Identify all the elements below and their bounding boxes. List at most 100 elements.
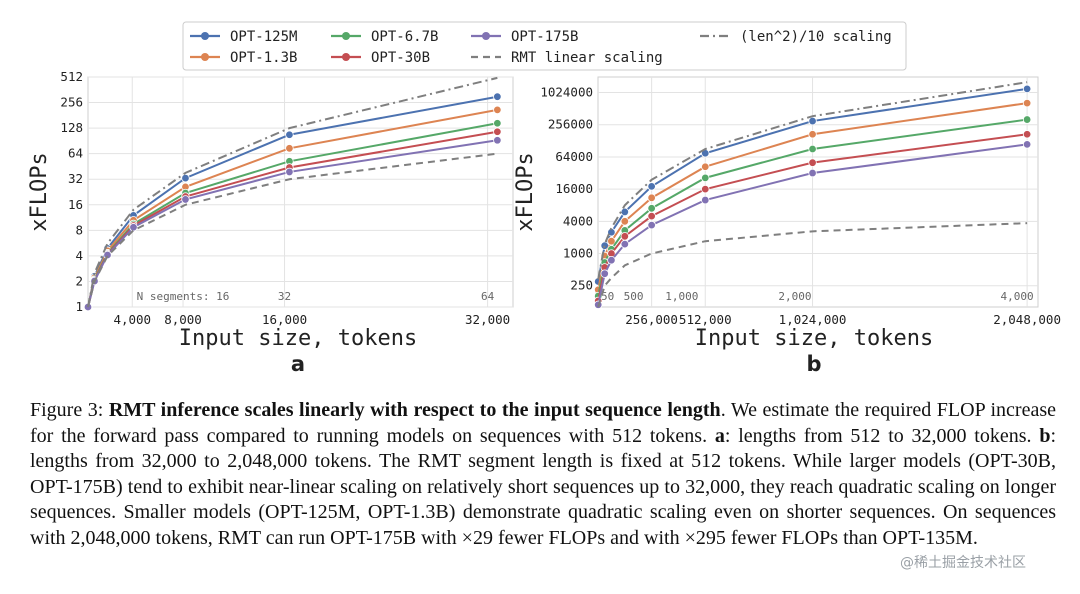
ytick-label: 8 [75, 222, 83, 237]
ytick-label: 1000 [563, 246, 593, 261]
ytick-label: 128 [60, 120, 83, 135]
data-point [607, 256, 616, 265]
legend-marker [201, 53, 209, 61]
data-point [1022, 98, 1032, 108]
data-point [607, 237, 616, 246]
data-point [181, 195, 190, 204]
panel-b-xlabel: Input size, tokens [695, 326, 933, 351]
legend-label: OPT-175B [511, 29, 578, 45]
segment-annotation: 500 [624, 290, 644, 303]
panel-b-ylabel: xFLOPs [513, 152, 538, 231]
legend-marker [342, 53, 350, 61]
data-point [1022, 140, 1032, 149]
segment-annotation: 2,000 [778, 290, 811, 303]
legend-label: OPT-1.3B [230, 50, 297, 66]
ytick-label: 4000 [563, 213, 593, 228]
series-len-2-10-scaling [87, 76, 498, 308]
series-rmt-linear-scaling [87, 152, 498, 308]
legend-item-opt-6-7b: OPT-6.7B [331, 29, 438, 45]
panel-b-label: b [806, 352, 821, 376]
ytick-label: 256000 [548, 117, 593, 132]
panel-b-plot-area [597, 76, 1039, 308]
ytick-label: 2 [75, 273, 83, 288]
panel-a-label: a [291, 352, 305, 376]
data-point [1022, 130, 1032, 139]
series-opt-1-3b [594, 98, 1032, 294]
panel-a-ylabel: xFLOPs [27, 152, 52, 231]
data-point [285, 144, 294, 153]
legend-label: OPT-30B [371, 50, 430, 66]
legend-item-rmt-linear-scaling: RMT linear scaling [471, 50, 663, 66]
series-line [87, 152, 498, 308]
legend-item-opt-125m: OPT-125M [190, 29, 297, 45]
legend-item-len-2-10-scaling: (len^2)/10 scaling [700, 29, 892, 45]
xtick-label: 32,000 [465, 312, 510, 327]
legend-marker [342, 32, 350, 40]
data-point [647, 220, 656, 230]
xtick-label: 256,000 [625, 312, 678, 327]
ytick-label: 1 [75, 299, 83, 314]
legend-item-opt-1-3b: OPT-1.3B [190, 50, 297, 66]
data-point [1022, 115, 1032, 124]
ytick-label: 64000 [555, 149, 593, 164]
data-point [103, 250, 112, 260]
ytick-label: 250 [570, 278, 593, 293]
xtick-label: 512,000 [679, 312, 732, 327]
data-point [620, 239, 630, 249]
series-line [87, 76, 498, 308]
data-point [600, 269, 609, 278]
data-point [1022, 84, 1032, 94]
data-point [285, 167, 294, 177]
data-point [620, 232, 630, 241]
data-point [701, 184, 710, 194]
data-point [493, 136, 502, 145]
xtick-label: 8,000 [164, 312, 202, 327]
caption-b-label: b [1039, 424, 1051, 447]
data-point [620, 207, 630, 217]
segment-annotation: 64 [481, 290, 495, 303]
panel-a-xlabel: Input size, tokens [179, 326, 417, 351]
caption-title: RMT inference scales linearly with respe… [108, 399, 721, 421]
legend-label: OPT-6.7B [371, 29, 438, 45]
legend-marker [482, 32, 490, 40]
ytick-label: 1024000 [540, 85, 593, 100]
data-point [493, 92, 502, 101]
legend-label: (len^2)/10 scaling [740, 29, 892, 45]
caption-figure-label: Figure 3: [30, 399, 104, 421]
caption-part2: : lengths from 512 to 32,000 tokens. [724, 424, 1040, 447]
xtick-label: 16,000 [262, 312, 307, 327]
caption-part1: . We estimate the required FLOP increase… [30, 399, 1056, 447]
series-rmt-linear-scaling [597, 222, 1028, 308]
series-line [597, 81, 1028, 280]
xtick-label: 4,000 [113, 312, 151, 327]
caption-a-label: a [714, 424, 725, 447]
legend-item-opt-175b: OPT-175B [471, 29, 578, 45]
data-point [701, 162, 710, 171]
data-point [647, 204, 656, 213]
data-point [620, 217, 630, 226]
watermark: @稀土掘金技术社区 [900, 555, 1026, 571]
ytick-label: 16 [68, 197, 83, 212]
legend-label: OPT-125M [230, 29, 297, 45]
data-point [181, 173, 190, 183]
data-point [129, 223, 138, 232]
panel-a-plot-area [87, 76, 514, 308]
data-point [808, 116, 817, 126]
data-point [647, 193, 656, 203]
panel-b: 250 500 1,000 2,000 4,000 250100040001600064… [513, 76, 1061, 376]
legend-frame [182, 21, 907, 71]
ytick-label: 256 [60, 95, 83, 110]
ytick-label: 64 [68, 146, 83, 161]
segment-annotation: N segments: 16 [137, 290, 230, 303]
segment-annotation: 4,000 [1000, 290, 1033, 303]
data-point [493, 119, 502, 128]
segment-annotation: 32 [278, 290, 291, 303]
data-point [647, 211, 656, 221]
data-point [701, 195, 710, 205]
data-point [808, 158, 817, 167]
data-point [285, 130, 294, 139]
xtick-label: 2,048,000 [993, 312, 1061, 327]
data-point [647, 182, 656, 191]
panel-a: N segments: 16 32 64 1 2 4 8 16 32 64 128 256 512 4… [27, 69, 514, 376]
caption-part3: : lengths from 32,000 to 2,048,000 token… [30, 424, 1056, 549]
